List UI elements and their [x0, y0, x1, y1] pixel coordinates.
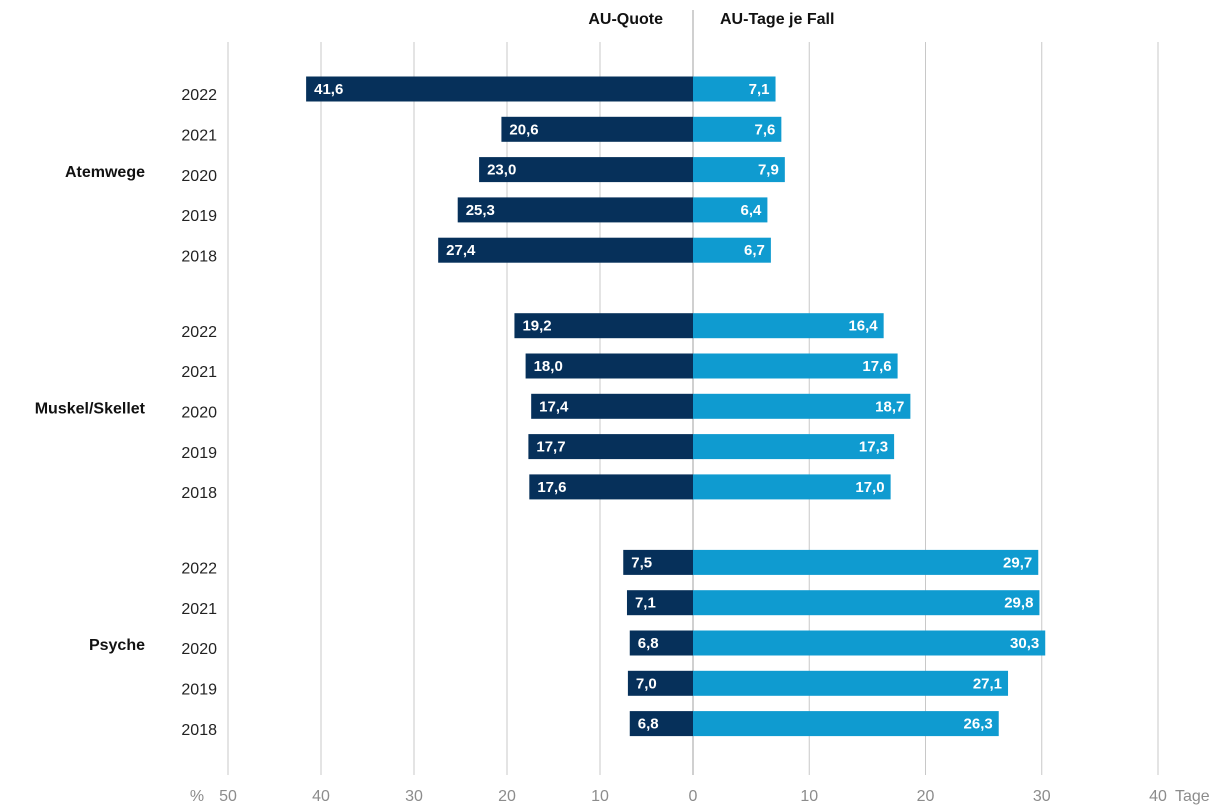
bar [525, 353, 693, 379]
value-label: 27,4 [446, 242, 476, 259]
group-label: Atemwege [65, 164, 145, 181]
y-tick-label: 2019 [181, 682, 217, 699]
y-tick-label: 2020 [181, 641, 217, 658]
value-label: 27,1 [973, 675, 1002, 692]
value-label: 19,2 [522, 318, 551, 335]
value-label: 7,1 [749, 81, 770, 98]
bar [693, 434, 895, 460]
value-label: 17,6 [537, 479, 566, 496]
value-label: 25,3 [466, 202, 495, 219]
series-header: AU-Quote [588, 11, 663, 28]
x-tick-label: 50 [219, 788, 237, 805]
value-label: 17,3 [859, 439, 888, 456]
bar [693, 549, 1039, 575]
value-label: 6,7 [744, 242, 765, 259]
value-label: 20,6 [509, 121, 538, 138]
x-tick-label: 10 [591, 788, 609, 805]
y-tick-label: 2019 [181, 445, 217, 462]
bar [693, 590, 1040, 616]
value-label: 26,3 [964, 716, 993, 733]
x-tick-label: 0 [689, 788, 698, 805]
bar [479, 157, 693, 183]
bar [693, 474, 891, 500]
bar [693, 670, 1009, 696]
y-tick-label: 2021 [181, 364, 217, 381]
value-label: 6,8 [638, 716, 659, 733]
bar [629, 630, 693, 656]
bar [438, 237, 693, 263]
value-label: 7,0 [636, 675, 657, 692]
value-label: 18,0 [534, 358, 563, 375]
bar [693, 711, 999, 737]
value-label: 17,7 [536, 439, 565, 456]
y-tick-label: 2020 [181, 405, 217, 422]
bar [514, 313, 693, 339]
value-label: 16,4 [848, 318, 878, 335]
bar [457, 197, 693, 223]
bar [501, 116, 693, 142]
value-label: 41,6 [314, 81, 343, 98]
value-label: 30,3 [1010, 635, 1039, 652]
value-label: 7,1 [635, 595, 656, 612]
bar [626, 590, 693, 616]
bar [627, 670, 693, 696]
bar [623, 549, 693, 575]
y-tick-label: 2019 [181, 208, 217, 225]
bar [693, 630, 1046, 656]
bar [693, 393, 911, 419]
bar [629, 711, 693, 737]
y-tick-label: 2022 [181, 561, 217, 578]
x-tick-label: 10 [800, 788, 818, 805]
series-header: AU-Tage je Fall [720, 11, 834, 28]
value-label: 17,4 [539, 398, 569, 415]
y-tick-label: 2022 [181, 87, 217, 104]
x-tick-label: 40 [1149, 788, 1167, 805]
x-tick-label: 30 [1033, 788, 1051, 805]
bar [693, 353, 898, 379]
bar [693, 313, 884, 339]
y-tick-label: 2021 [181, 601, 217, 618]
bar [693, 237, 771, 263]
bar [531, 393, 693, 419]
value-label: 29,8 [1004, 595, 1033, 612]
bar [306, 76, 693, 102]
x-tick-label: 30 [405, 788, 423, 805]
value-label: 6,4 [741, 202, 763, 219]
bar [693, 197, 768, 223]
y-tick-label: 2020 [181, 168, 217, 185]
x-tick-label: 20 [498, 788, 516, 805]
group-label: Muskel/Skellet [35, 401, 146, 418]
value-label: 17,0 [855, 479, 884, 496]
bar [529, 474, 693, 500]
bar [693, 76, 776, 102]
y-tick-label: 2018 [181, 248, 217, 265]
x-tick-label: 20 [917, 788, 935, 805]
value-label: 17,6 [862, 358, 891, 375]
y-tick-label: 2018 [181, 485, 217, 502]
y-tick-label: 2022 [181, 324, 217, 341]
value-label: 7,9 [758, 162, 779, 179]
value-label: 23,0 [487, 162, 516, 179]
x-tick-label: 40 [312, 788, 330, 805]
value-label: 7,5 [631, 554, 652, 571]
value-label: 18,7 [875, 398, 904, 415]
y-tick-label: 2018 [181, 722, 217, 739]
bar [528, 434, 693, 460]
group-label: Psyche [89, 637, 145, 654]
value-label: 6,8 [638, 635, 659, 652]
x-axis-unit: Tage [1175, 788, 1210, 805]
value-label: 7,6 [754, 121, 775, 138]
x-axis-unit: % [190, 788, 204, 805]
value-label: 29,7 [1003, 554, 1032, 571]
bar [693, 116, 782, 142]
bar [693, 157, 785, 183]
y-tick-label: 2021 [181, 128, 217, 145]
